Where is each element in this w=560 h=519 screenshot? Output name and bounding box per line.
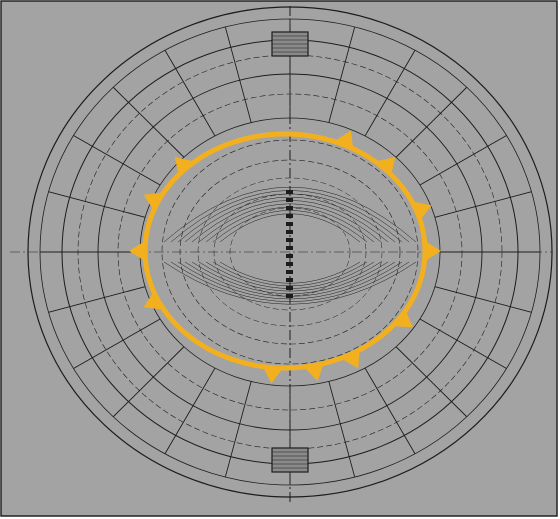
highlight-arrow: [143, 192, 163, 211]
aisle-marker: [286, 214, 293, 218]
radial-wall: [48, 286, 146, 313]
highlight-arrow: [174, 156, 194, 176]
seating-row: [198, 203, 382, 243]
radial-wall: [419, 135, 507, 186]
highlight-arrow: [393, 309, 413, 328]
highlight-arrow: [304, 363, 324, 382]
aisle-marker: [286, 278, 293, 282]
radial-wall: [328, 26, 356, 123]
radial-wall: [224, 381, 252, 478]
radial-wall: [395, 86, 468, 158]
highlight-arrow: [262, 366, 283, 384]
radial-wall: [419, 318, 507, 369]
plan-ring: [161, 139, 419, 365]
aisle-marker: [286, 262, 293, 266]
architectural-drawing: [10, 6, 553, 505]
radial-wall: [364, 49, 416, 137]
aisle-marker: [286, 198, 293, 202]
seating-row: [184, 196, 396, 243]
radial-wall: [164, 49, 216, 137]
radial-wall: [224, 26, 252, 123]
highlight-overlay: [129, 130, 441, 384]
aisle-marker: [286, 254, 293, 258]
radial-wall: [328, 381, 356, 478]
aisle-marker: [286, 238, 293, 242]
highlight-arrow: [341, 349, 360, 369]
aisle-marker: [286, 286, 293, 290]
highlight-arrow: [413, 201, 432, 221]
aisle-marker: [286, 270, 293, 274]
aisle-marker: [286, 206, 293, 210]
aisle-marker: [286, 246, 293, 250]
radial-wall: [395, 346, 468, 418]
highlight-arrow: [143, 291, 163, 310]
aisle-marker: [286, 190, 293, 194]
radial-wall: [164, 367, 216, 455]
highlight-arrow: [335, 130, 354, 150]
aisle-marker: [286, 230, 293, 234]
radial-wall: [73, 135, 161, 186]
radial-wall: [48, 191, 146, 218]
seating-row: [191, 261, 389, 294]
radial-wall: [434, 286, 532, 313]
radial-wall: [434, 191, 532, 218]
radial-wall: [112, 86, 185, 158]
aisle-marker: [286, 222, 293, 226]
radial-wall: [112, 346, 185, 418]
radial-wall: [73, 318, 161, 369]
highlight-arrow: [425, 241, 441, 261]
highlight-arrow: [376, 156, 396, 176]
aisle-marker: [286, 294, 293, 298]
seating-row: [163, 261, 417, 305]
radial-wall: [364, 367, 416, 455]
highlight-arrow: [129, 241, 145, 261]
